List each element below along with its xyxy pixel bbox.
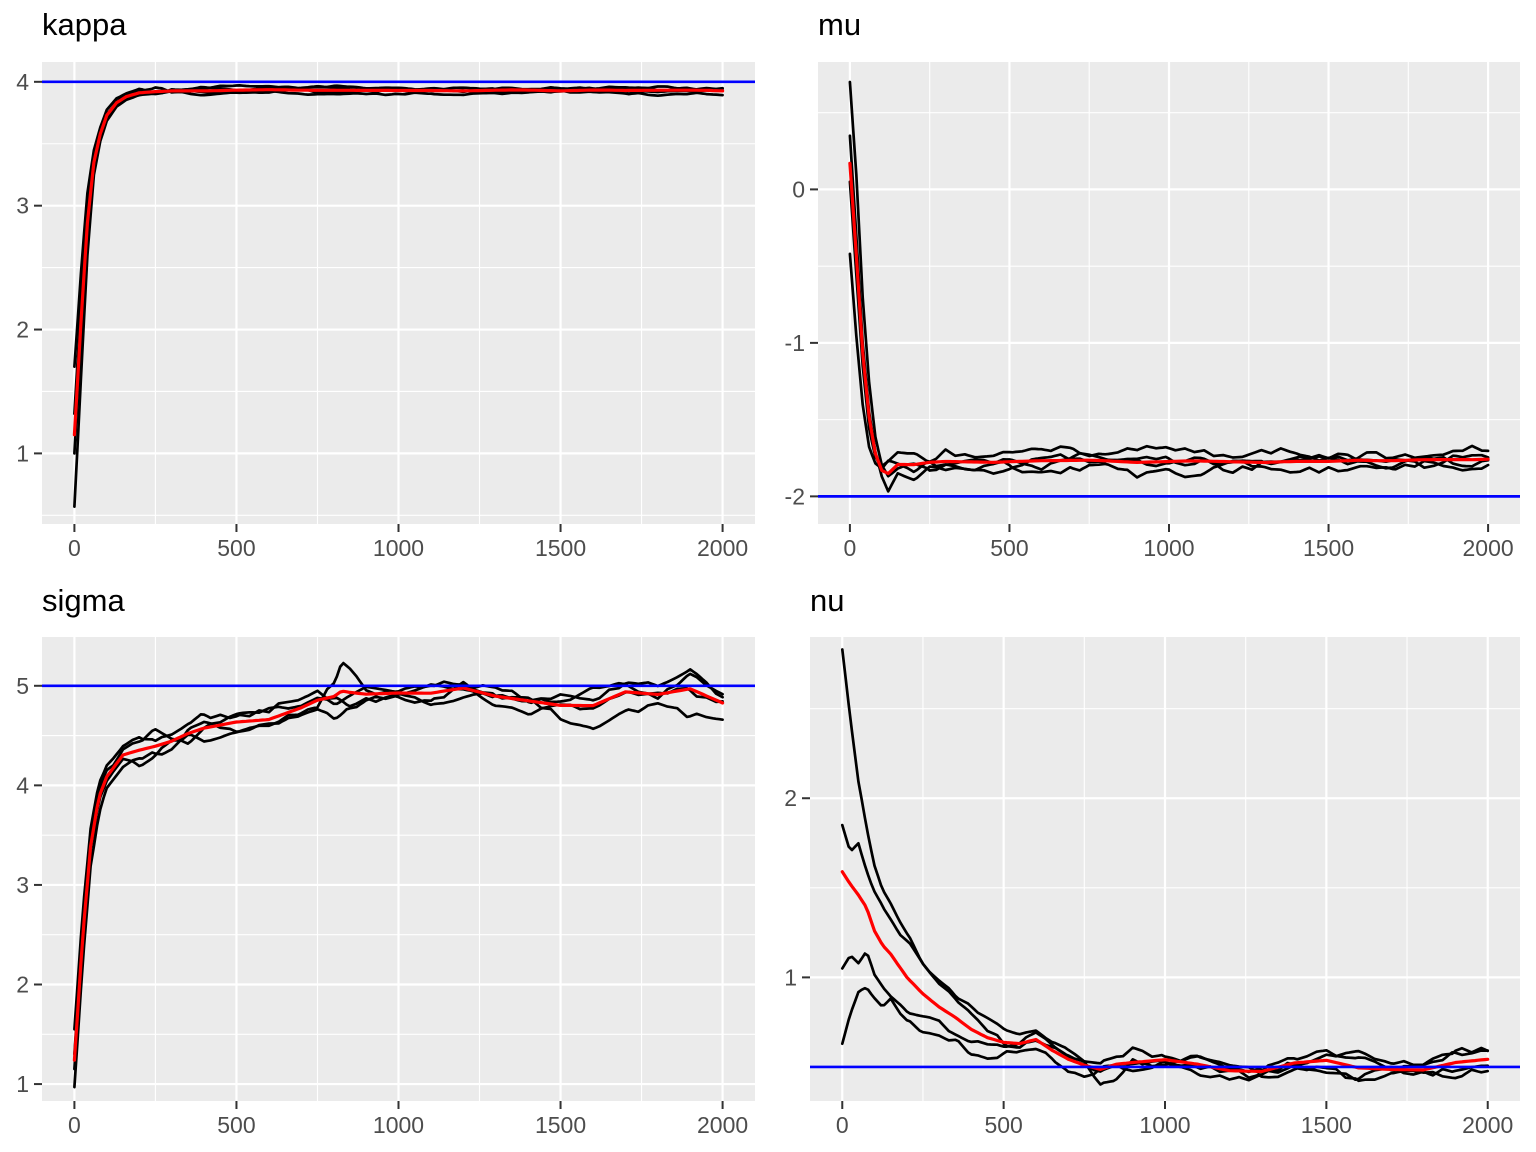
x-tick-label: 0 — [68, 1112, 81, 1138]
x-tick-label: 1500 — [1303, 535, 1354, 561]
panel-nu: nu 0 500 1000 1500 2000 1 2 — [768, 576, 1536, 1152]
x-tick-label: 2000 — [1462, 1112, 1513, 1138]
chain-trace-line — [848, 252, 1490, 475]
y-tick-label: 4 — [16, 69, 29, 95]
y-tick-label: 1 — [784, 964, 797, 990]
x-tick-label: 2000 — [697, 535, 748, 561]
x-tick-label: 1500 — [535, 535, 586, 561]
running-mean-line — [840, 870, 1490, 1074]
x-tick-label: 1500 — [1301, 1112, 1352, 1138]
y-tick-label: 2 — [16, 972, 29, 998]
panel-mu: mu 0 500 1000 1500 2000 0 -1 -2 — [768, 0, 1536, 576]
x-tick-label: 0 — [844, 535, 857, 561]
x-tick-label: 1000 — [1143, 535, 1194, 561]
y-tick-label: 5 — [16, 673, 29, 699]
running-mean-line — [848, 161, 1490, 476]
x-tick-label: 0 — [836, 1112, 849, 1138]
x-tick-label: 1000 — [1139, 1112, 1190, 1138]
panel-plot-sigma: 0 500 1000 1500 2000 1 2 3 4 5 — [16, 637, 755, 1138]
y-tick-label: 3 — [16, 193, 29, 219]
y-tick-label: -2 — [785, 483, 805, 509]
panel-kappa: kappa 0 500 1000 1500 2000 1 2 3 4 — [0, 0, 768, 576]
panel-title: mu — [818, 7, 862, 42]
chain-trace-line — [840, 648, 1490, 1074]
chain-trace-line — [73, 680, 724, 1071]
x-tick-label: 2000 — [697, 1112, 748, 1138]
running-mean-line — [72, 686, 725, 1062]
y-tick-label: 1 — [16, 1071, 29, 1097]
chain-trace-line — [840, 952, 1490, 1074]
y-tick-label: 2 — [784, 785, 797, 811]
x-tick-label: 500 — [990, 535, 1028, 561]
x-tick-label: 1000 — [373, 535, 424, 561]
y-tick-label: 4 — [16, 772, 29, 798]
y-tick-label: -1 — [785, 330, 805, 356]
y-tick-label: 1 — [16, 440, 29, 466]
y-tick-label: 0 — [792, 176, 805, 202]
panel-title: sigma — [42, 583, 125, 618]
panel-plot-nu: 0 500 1000 1500 2000 1 2 — [784, 637, 1520, 1138]
x-tick-label: 1000 — [373, 1112, 424, 1138]
x-tick-label: 0 — [68, 535, 81, 561]
x-tick-label: 500 — [217, 535, 255, 561]
panel-plot-kappa: 0 500 1000 1500 2000 1 2 3 4 — [16, 62, 755, 561]
panel-plot-mu: 0 500 1000 1500 2000 0 -1 -2 — [785, 62, 1520, 561]
x-tick-label: 500 — [984, 1112, 1022, 1138]
x-tick-label: 500 — [217, 1112, 255, 1138]
y-tick-label: 3 — [16, 872, 29, 898]
chain-trace-line — [848, 180, 1490, 468]
panel-sigma: sigma 0 500 1000 1500 2000 1 2 3 4 5 — [0, 576, 768, 1152]
y-tick-label: 2 — [16, 317, 29, 343]
panel-title: kappa — [42, 7, 127, 42]
panel-title: nu — [810, 583, 845, 618]
x-tick-label: 2000 — [1463, 535, 1514, 561]
running-mean-line — [72, 88, 725, 437]
x-tick-label: 1500 — [535, 1112, 586, 1138]
